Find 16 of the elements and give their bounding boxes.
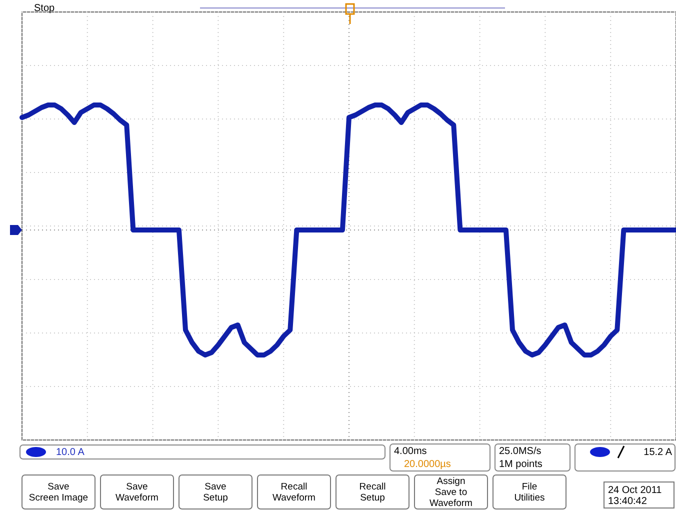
text: 15.2 A [644,447,672,458]
text: 13:40:42 [608,496,648,507]
text: 24 Oct 2011 [608,485,662,496]
text: Save Screen Image [28,482,88,504]
text: File Utilities [514,482,546,504]
text: Assign Save to Waveform [430,476,473,509]
text: 1M points [499,459,542,470]
text: 25.0MS/s [499,446,542,457]
text: 4.00ms [394,446,427,457]
text: Recall Setup [359,482,386,504]
text: 20.0000µs [404,459,451,470]
text: Save Waveform [116,482,159,504]
text: Recall Waveform [272,482,316,504]
text: Stop [34,3,56,14]
text: 10.0 A [56,447,85,458]
text: Save Setup [203,482,228,504]
